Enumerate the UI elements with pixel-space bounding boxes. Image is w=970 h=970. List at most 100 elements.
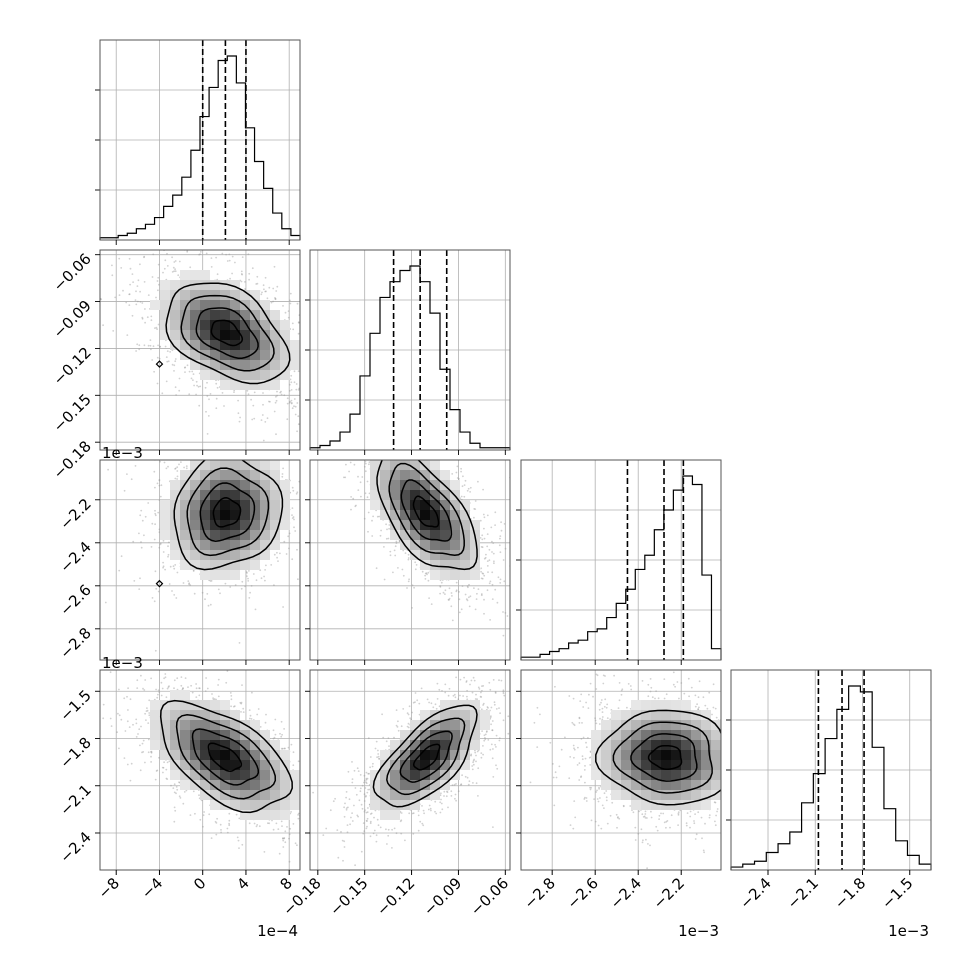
density-cell xyxy=(190,470,200,480)
density-cell xyxy=(420,460,430,470)
scatter-point xyxy=(427,579,430,582)
scatter-point xyxy=(480,577,483,580)
scatter-point xyxy=(407,557,410,559)
density-cell xyxy=(230,360,240,370)
scatter-point xyxy=(359,481,362,484)
scatter-point xyxy=(486,514,489,517)
scatter-point xyxy=(355,504,357,507)
scatter-point xyxy=(238,420,241,423)
scatter-point xyxy=(278,456,280,458)
scatter-point xyxy=(281,733,283,736)
density-cell xyxy=(180,320,190,330)
scatter-point xyxy=(473,516,475,519)
scatter-point xyxy=(480,546,483,548)
scatter-point xyxy=(363,465,366,468)
scatter-point xyxy=(363,517,366,520)
density-cell xyxy=(380,490,390,500)
density-cell xyxy=(260,510,270,520)
scatter-point xyxy=(162,566,165,569)
scatter-point xyxy=(155,296,157,299)
scatter-point xyxy=(334,409,336,411)
scatter-point xyxy=(375,567,378,570)
density-cell xyxy=(280,370,290,380)
scatter-point xyxy=(215,382,218,385)
density-cell xyxy=(200,340,210,350)
scatter-point xyxy=(219,403,221,405)
scatter-point xyxy=(244,288,247,290)
scatter-point xyxy=(439,585,441,587)
density-cell xyxy=(200,330,210,340)
scatter-point xyxy=(376,515,379,518)
scatter-point xyxy=(174,358,177,360)
scatter-point xyxy=(192,443,194,445)
density-cell xyxy=(470,520,480,530)
scatter-point xyxy=(302,362,304,364)
scatter-point xyxy=(273,265,276,268)
scatter-point xyxy=(402,574,405,577)
scatter-point xyxy=(140,509,143,512)
density-cell xyxy=(210,540,220,550)
scatter-point xyxy=(251,267,254,270)
scatter-point xyxy=(424,454,426,456)
density-cell xyxy=(280,320,290,330)
scatter-point xyxy=(310,473,312,475)
density-cell xyxy=(240,360,250,370)
density-cell xyxy=(250,360,260,370)
scatter-point xyxy=(414,561,417,564)
scatter-point xyxy=(334,410,336,412)
scatter-point xyxy=(157,323,160,326)
density-cell xyxy=(200,300,210,310)
scatter-point xyxy=(273,410,276,413)
scatter-point xyxy=(480,567,483,570)
scatter-point xyxy=(270,301,273,304)
density-cell xyxy=(220,300,230,310)
scatter-point xyxy=(164,345,167,348)
scatter-point xyxy=(242,707,245,710)
scatter-point xyxy=(114,296,117,299)
scatter-point xyxy=(344,476,347,479)
scatter-point xyxy=(460,455,462,457)
scatter-point xyxy=(283,394,286,397)
scatter-point xyxy=(191,691,194,694)
scatter-point xyxy=(167,553,170,556)
scatter-point xyxy=(280,390,282,393)
scatter-point xyxy=(148,712,151,714)
scatter-point xyxy=(244,585,246,588)
scatter-point xyxy=(275,443,277,445)
density-cell xyxy=(450,540,460,550)
density-cell xyxy=(240,530,250,540)
scatter-point xyxy=(421,570,424,573)
density-cell xyxy=(450,570,460,580)
scatter-point xyxy=(395,432,397,434)
scatter-point xyxy=(421,456,423,458)
scatter-point xyxy=(139,263,141,266)
scatter-point xyxy=(206,381,208,384)
density-cell xyxy=(210,340,220,350)
scatter-point xyxy=(213,698,216,700)
scatter-point xyxy=(120,555,123,558)
scatter-point xyxy=(296,548,298,551)
scatter-point xyxy=(158,531,161,534)
scatter-point xyxy=(165,356,168,358)
density-cell xyxy=(200,520,210,530)
scatter-point xyxy=(135,350,138,352)
scatter-point xyxy=(173,261,176,263)
scatter-point xyxy=(217,588,220,591)
scatter-point xyxy=(118,569,121,572)
scatter-point xyxy=(320,389,322,391)
scatter-point xyxy=(311,506,313,508)
scatter-point xyxy=(120,267,123,269)
scatter-point xyxy=(325,463,327,465)
density-cell xyxy=(210,300,220,310)
density-cell xyxy=(270,500,280,510)
scatter-point xyxy=(138,532,140,535)
scatter-point xyxy=(291,486,294,489)
density-cell xyxy=(390,530,400,540)
density-cell xyxy=(420,490,430,500)
scatter-point xyxy=(217,678,220,681)
scatter-point xyxy=(306,488,308,490)
scatter-point xyxy=(192,790,195,793)
scatter-point xyxy=(178,377,181,380)
scatter-point xyxy=(153,370,156,373)
scatter-point xyxy=(188,370,191,373)
